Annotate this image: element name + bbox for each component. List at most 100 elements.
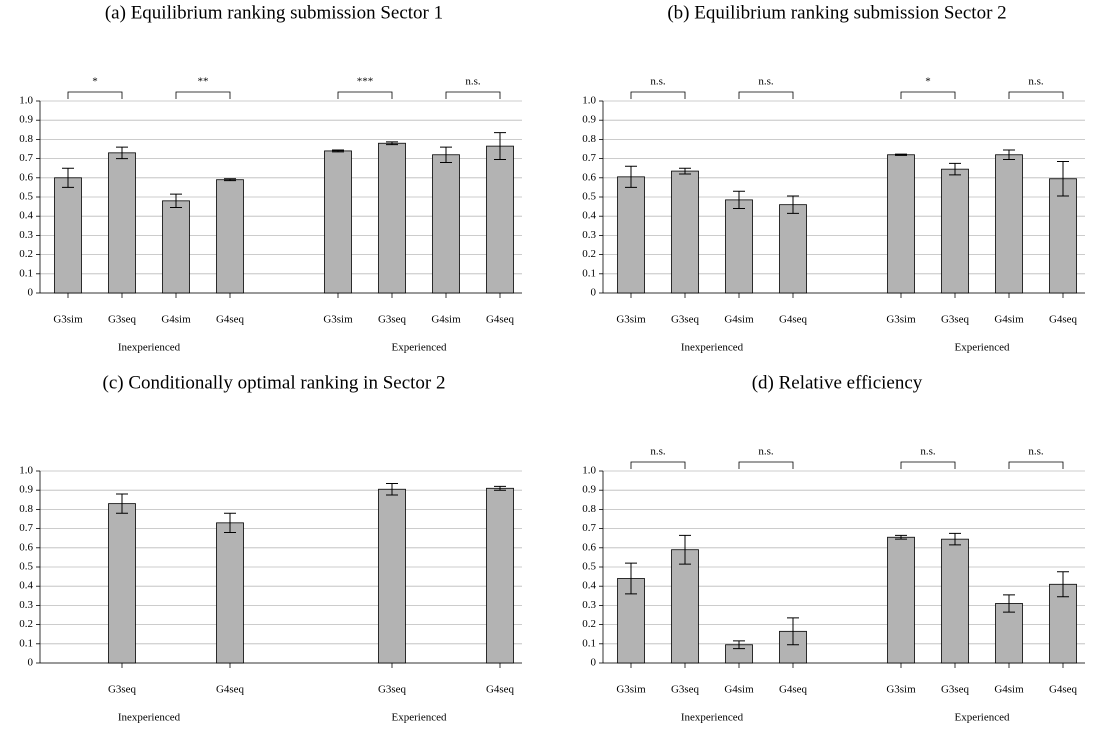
x-tick-label: G3seq xyxy=(941,314,970,326)
y-tick-label: 0.4 xyxy=(19,210,33,222)
error-bar xyxy=(170,193,182,209)
significance-label: * xyxy=(92,76,98,88)
y-tick-label: 0.7 xyxy=(19,152,33,164)
y-tick-label: 0.6 xyxy=(19,541,33,553)
bar xyxy=(1049,178,1077,294)
y-tick-label: 0.9 xyxy=(582,114,596,126)
x-tick-label: G4sim xyxy=(994,684,1024,696)
significance-label: n.s. xyxy=(465,76,481,88)
significance-label: n.s. xyxy=(650,76,666,88)
significance-label: *** xyxy=(357,76,374,88)
bar xyxy=(617,176,645,294)
x-tick-label: G3seq xyxy=(378,314,407,326)
x-tick-label: G4seq xyxy=(779,314,808,326)
y-tick-label: 0.2 xyxy=(582,248,596,260)
group-label: Inexperienced xyxy=(681,342,744,354)
y-tick-label: 0.2 xyxy=(582,618,596,630)
y-tick-label: 0.2 xyxy=(19,618,33,630)
y-tick-label: 0.3 xyxy=(19,229,33,241)
y-tick-label: 0.3 xyxy=(582,229,596,241)
significance-bracket xyxy=(337,91,393,99)
group-label: Inexperienced xyxy=(681,712,744,724)
significance-bracket xyxy=(630,461,686,469)
bar xyxy=(216,522,244,664)
y-tick-label: 1.0 xyxy=(19,95,33,107)
error-bar xyxy=(1057,160,1069,197)
x-tick-label: G4sim xyxy=(724,314,754,326)
error-bar xyxy=(116,146,128,160)
significance-label: n.s. xyxy=(1028,446,1044,458)
y-tick-label: 0.6 xyxy=(582,541,596,553)
y-tick-label: 1.0 xyxy=(582,465,596,477)
error-bar xyxy=(787,617,799,646)
group-label: Experienced xyxy=(392,342,447,354)
x-tick-label: G4sim xyxy=(161,314,191,326)
y-tick-label: 0.7 xyxy=(19,522,33,534)
x-tick-label: G4seq xyxy=(216,684,245,696)
significance-bracket xyxy=(445,91,501,99)
y-tick-label: 1.0 xyxy=(19,465,33,477)
y-tick-label: 0.8 xyxy=(19,503,33,515)
bar xyxy=(995,154,1023,294)
error-bar xyxy=(895,153,907,156)
bar xyxy=(108,503,136,664)
error-bar xyxy=(224,512,236,533)
x-tick-label: G4seq xyxy=(486,684,515,696)
bar xyxy=(108,152,136,294)
y-tick-label: 0 xyxy=(591,287,597,299)
bar xyxy=(671,170,699,294)
y-tick-label: 0 xyxy=(28,657,34,669)
error-bar xyxy=(949,532,961,546)
bar xyxy=(378,142,406,294)
group-label: Inexperienced xyxy=(118,342,181,354)
significance-label: n.s. xyxy=(1028,76,1044,88)
y-tick-label: 0.6 xyxy=(19,171,33,183)
bar xyxy=(486,145,514,294)
bar xyxy=(432,154,460,294)
error-bar xyxy=(625,165,637,188)
significance-bracket xyxy=(900,91,956,99)
bar xyxy=(887,154,915,294)
bar xyxy=(725,199,753,294)
y-tick-label: 0.3 xyxy=(582,599,596,611)
bar xyxy=(324,150,352,294)
x-tick-label: G4seq xyxy=(486,314,515,326)
error-bar xyxy=(386,141,398,146)
error-bar xyxy=(494,485,506,491)
error-bar xyxy=(386,482,398,496)
panel: (b) Equilibrium ranking submission Secto… xyxy=(582,2,1085,354)
significance-bracket xyxy=(738,91,794,99)
y-tick-label: 0.6 xyxy=(582,171,596,183)
y-tick-label: 0.7 xyxy=(582,152,596,164)
x-tick-label: G4seq xyxy=(1049,314,1078,326)
error-bar xyxy=(895,534,907,540)
bar xyxy=(941,538,969,664)
significance-label: n.s. xyxy=(650,446,666,458)
y-tick-label: 0.4 xyxy=(582,580,596,592)
y-tick-label: 0.4 xyxy=(19,580,33,592)
error-bar xyxy=(733,640,745,650)
x-tick-label: G3seq xyxy=(378,684,407,696)
significance-label: ** xyxy=(198,76,209,88)
group-label: Experienced xyxy=(955,342,1010,354)
panel-title: (b) Equilibrium ranking submission Secto… xyxy=(667,2,1006,23)
x-tick-label: G4sim xyxy=(431,314,461,326)
x-tick-label: G4seq xyxy=(1049,684,1078,696)
panel: (c) Conditionally optimal ranking in Sec… xyxy=(19,372,522,724)
y-tick-label: 0.5 xyxy=(582,561,596,573)
panel-title: (a) Equilibrium ranking submission Secto… xyxy=(105,2,443,23)
bar xyxy=(887,536,915,664)
x-tick-label: G3sim xyxy=(886,314,916,326)
error-bar xyxy=(116,493,128,514)
significance-label: * xyxy=(925,76,931,88)
significance-bracket xyxy=(67,91,123,99)
x-tick-label: G4sim xyxy=(724,684,754,696)
significance-label: n.s. xyxy=(758,446,774,458)
y-tick-label: 0.5 xyxy=(582,191,596,203)
panel-title: (c) Conditionally optimal ranking in Sec… xyxy=(103,372,446,393)
error-bar xyxy=(625,562,637,595)
x-tick-label: G3seq xyxy=(671,314,700,326)
y-tick-label: 0 xyxy=(28,287,34,299)
